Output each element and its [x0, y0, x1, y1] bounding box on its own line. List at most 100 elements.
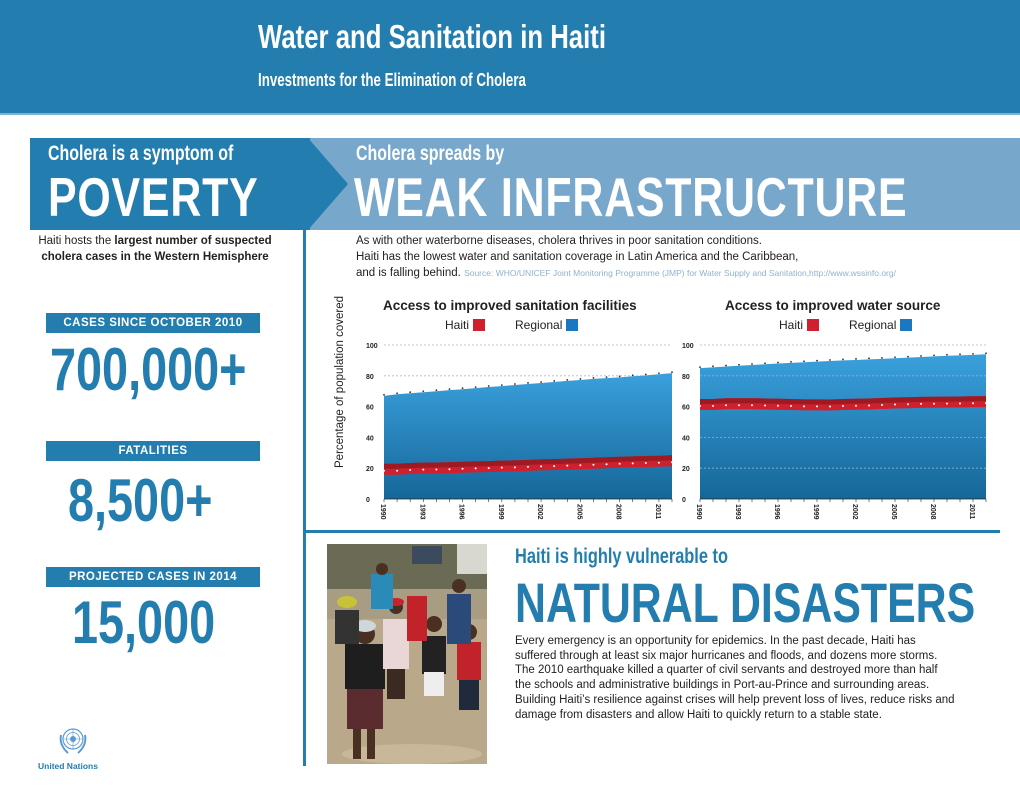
- point-haiti: [566, 464, 569, 467]
- point-regional: [868, 357, 870, 360]
- chart-title-water: Access to improved water source: [725, 298, 941, 313]
- infrastructure-description: As with other waterborne diseases, chole…: [356, 233, 1016, 281]
- disasters-kicker: Haiti is highly vulnerable to: [515, 545, 728, 568]
- y-tick-label: 60: [366, 405, 374, 412]
- point-haiti: [764, 404, 766, 407]
- x-tick-label: 2005: [890, 504, 897, 520]
- stat-label-fatalities: FATALITIES: [46, 441, 260, 461]
- point-haiti: [946, 402, 948, 405]
- infrastructure-kicker: Cholera spreads by: [356, 142, 505, 165]
- point-haiti: [540, 465, 543, 468]
- stat-label-projected: PROJECTED CASES IN 2014: [46, 567, 260, 587]
- point-haiti: [777, 404, 779, 407]
- poverty-banner: Cholera is a symptom of POVERTY: [30, 138, 310, 230]
- point-haiti: [657, 461, 660, 464]
- legend-swatch-haiti: [807, 319, 820, 331]
- x-tick-label: 1993: [734, 504, 741, 520]
- x-tick-label: 2002: [851, 504, 858, 520]
- point-haiti: [933, 402, 935, 405]
- point-haiti: [920, 402, 922, 405]
- y-tick-label: 0: [682, 497, 686, 504]
- chart-title-sanitation: Access to improved sanitation facilities: [383, 298, 637, 313]
- stat-value-projected: 15,000: [72, 589, 216, 656]
- point-regional: [474, 386, 477, 389]
- flood-photo: [327, 544, 487, 764]
- point-haiti: [513, 466, 516, 469]
- point-regional: [383, 393, 385, 396]
- y-tick-label: 60: [682, 405, 690, 412]
- infrastructure-text-line: and is falling behind.: [356, 267, 461, 279]
- point-haiti: [881, 403, 883, 406]
- point-regional: [566, 378, 569, 381]
- infrastructure-banner: Cholera spreads by WEAK INFRASTRUCTURE: [310, 138, 1020, 230]
- x-tick-label: 2005: [575, 504, 582, 520]
- point-regional: [712, 365, 714, 368]
- legend-swatch-haiti: [473, 319, 486, 331]
- poverty-text-bold: largest number of suspected cholera case…: [41, 235, 272, 263]
- point-haiti: [631, 462, 634, 465]
- point-haiti: [712, 405, 714, 408]
- chevron-arrow-icon: [308, 138, 348, 230]
- point-haiti: [500, 466, 503, 469]
- point-haiti: [829, 405, 831, 408]
- point-regional: [959, 353, 961, 356]
- point-haiti: [487, 467, 490, 470]
- page-title: Water and Sanitation in Haiti: [258, 18, 607, 55]
- point-haiti: [699, 405, 701, 408]
- point-regional: [527, 382, 529, 384]
- point-haiti: [618, 462, 621, 465]
- point-haiti: [790, 405, 792, 408]
- point-haiti: [422, 468, 425, 471]
- series-ribbon-haiti: [700, 396, 986, 411]
- chart-water: 0 20 40 60 80 100 1990 1993 1996 1999 2002 2005 2008…: [682, 343, 987, 520]
- y-tick-label: 80: [682, 374, 690, 381]
- point-haiti: [671, 461, 673, 464]
- point-regional: [422, 390, 425, 393]
- x-tick-label: 1999: [812, 504, 819, 520]
- point-haiti: [751, 404, 753, 407]
- point-regional: [803, 360, 805, 363]
- disasters-heading: NATURAL DISASTERS: [515, 571, 976, 634]
- series-ribbon-haiti-shade: [384, 455, 672, 469]
- y-tick-label: 40: [682, 435, 690, 442]
- chart-sanitation: 0 20 40 60 80 100 1990 1993 1996 1999 2002 2005 2008…: [366, 343, 673, 520]
- x-tick-label: 1990: [695, 504, 702, 520]
- disasters-description: Every emergency is an opportunity for ep…: [515, 635, 955, 721]
- poverty-kicker: Cholera is a symptom of: [48, 142, 234, 165]
- y-tick-label: 80: [366, 374, 374, 381]
- x-tick-label: 2011: [968, 504, 975, 519]
- infrastructure-text-line: As with other waterborne diseases, chole…: [356, 235, 762, 247]
- stat-value-fatalities: 8,500+: [68, 467, 213, 534]
- point-regional: [671, 371, 673, 374]
- point-regional: [907, 355, 909, 358]
- point-regional: [540, 381, 542, 383]
- point-haiti: [553, 465, 556, 468]
- y-axis-label: Percentage of population covered: [334, 296, 346, 468]
- un-emblem-icon: [56, 723, 90, 757]
- point-regional: [751, 363, 753, 365]
- point-regional: [461, 387, 464, 390]
- legend-label-haiti: Haiti: [445, 318, 470, 332]
- x-tick-label: 1993: [418, 504, 425, 520]
- point-haiti: [907, 403, 909, 406]
- point-regional: [658, 372, 660, 375]
- x-tick-label: 1996: [773, 504, 780, 520]
- point-haiti: [592, 463, 595, 466]
- poverty-heading: POVERTY: [48, 166, 259, 228]
- point-haiti: [409, 468, 412, 471]
- y-tick-label: 100: [366, 343, 378, 350]
- point-regional: [631, 374, 634, 377]
- point-regional: [972, 352, 974, 355]
- point-haiti: [448, 468, 451, 471]
- point-regional: [618, 375, 621, 378]
- y-tick-label: 100: [682, 343, 694, 350]
- divider-vertical: [303, 230, 306, 766]
- point-regional: [553, 380, 556, 382]
- point-regional: [881, 356, 883, 359]
- point-regional: [500, 384, 503, 387]
- point-haiti: [396, 469, 399, 472]
- y-tick-label: 20: [682, 466, 690, 473]
- y-tick-label: 40: [366, 435, 374, 442]
- point-haiti: [985, 402, 987, 405]
- source-citation: Source: WHO/UNICEF Joint Monitoring Prog…: [464, 268, 896, 278]
